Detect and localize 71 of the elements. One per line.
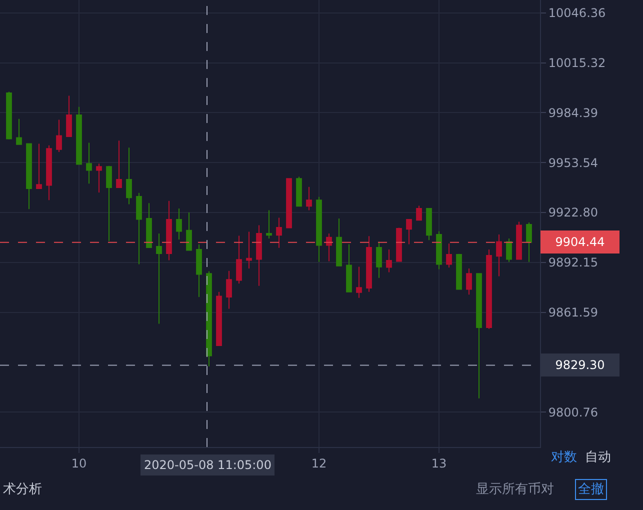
x-tick-label: 10: [71, 456, 87, 470]
candlestick: [296, 176, 302, 207]
text: 全撤: [578, 482, 604, 497]
candlestick: [26, 143, 32, 210]
candlestick: [506, 238, 512, 262]
candlestick: [316, 196, 322, 262]
y-tick-label: 10046.36: [548, 6, 606, 20]
candlestick: [286, 178, 292, 228]
y-tick-label: 10015.32: [548, 56, 606, 70]
ref-line-label: 2020-05-08 11:05:00: [144, 458, 272, 472]
candlestick: [96, 163, 102, 194]
y-tick-label: 9922.80: [548, 206, 598, 220]
candlestick: [406, 219, 412, 245]
candlestick: [36, 143, 42, 189]
candlestick: [6, 91, 12, 140]
candlestick: [146, 202, 152, 248]
candlestick: [326, 233, 332, 262]
candlestick: [416, 205, 422, 221]
text: 对数: [551, 450, 577, 465]
candlestick: [376, 241, 382, 278]
candlestick: [156, 233, 162, 324]
candlestick: [446, 242, 452, 268]
candlestick: [126, 147, 132, 205]
candlestick: [76, 106, 82, 165]
x-tick-label: 13: [431, 456, 447, 470]
text: 显示所有币对: [476, 482, 554, 497]
candlestick: [276, 217, 282, 248]
candlestick: [366, 236, 372, 292]
candlestick: [246, 231, 252, 270]
candlestick: [16, 118, 22, 145]
x-tick-label: 12: [311, 456, 327, 470]
candlestick: [336, 218, 342, 266]
candlestick: [266, 210, 272, 240]
candlestick: [66, 95, 72, 137]
text: 术分析: [3, 482, 42, 497]
candlestick: [496, 234, 502, 277]
candlestick: [346, 244, 352, 292]
candlestick: [426, 208, 432, 241]
candlestick: [456, 253, 462, 290]
candlestick: [436, 230, 442, 270]
candlestick: [516, 221, 522, 260]
candlestick: [196, 244, 202, 298]
candlestick: [86, 142, 92, 184]
candlestick: [46, 144, 52, 201]
candlestick: [106, 165, 112, 242]
y-tick-label: 9892.15: [548, 256, 598, 270]
ref-line-label: 9829.30: [555, 358, 605, 372]
y-tick-label: 9800.76: [548, 405, 598, 420]
candlestick: [396, 227, 402, 262]
candlestick: [216, 291, 222, 346]
candlestick: [256, 224, 262, 286]
candlestick: [166, 200, 172, 261]
candlestick: [186, 212, 192, 251]
y-tick-label: 9861.59: [548, 306, 598, 320]
candlestick: [486, 248, 492, 330]
y-tick-label: 9953.54: [548, 156, 598, 170]
text: 自动: [585, 450, 611, 465]
y-tick-label: 9984.39: [548, 106, 598, 120]
candlestick: [526, 222, 532, 262]
ref-line-label: 9904.44: [555, 235, 605, 249]
candlestick: [116, 140, 122, 188]
candlestick: [226, 270, 232, 310]
candlestick: [386, 248, 392, 273]
candlestick: [56, 119, 62, 152]
candlestick: [176, 208, 182, 240]
candlestick: [136, 192, 142, 265]
candlestick: [466, 268, 472, 296]
candlestick: [476, 273, 482, 399]
candlestick: [356, 266, 362, 298]
candlestick: [306, 186, 312, 211]
candlestick: [236, 235, 242, 284]
